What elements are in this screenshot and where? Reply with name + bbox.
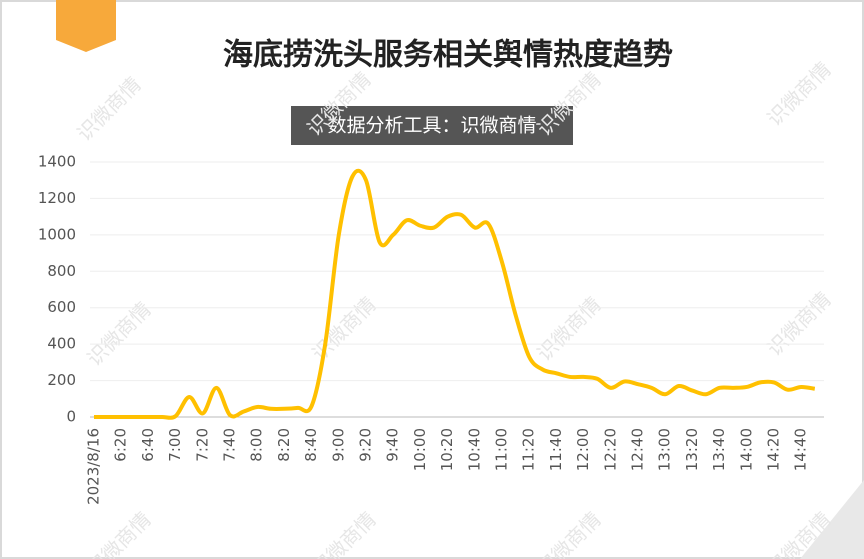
y-tick-label: 1200: [38, 189, 76, 207]
x-tick-label: 7:40: [221, 428, 239, 462]
x-tick-label: 10:40: [465, 428, 483, 471]
corner-tag: [56, 0, 116, 52]
y-tick-label: 1000: [38, 225, 76, 243]
x-tick-label: 14:00: [737, 428, 755, 471]
x-tick-label: 8:40: [302, 428, 320, 462]
y-tick-label: 0: [66, 408, 76, 426]
page-fold: [800, 480, 864, 559]
x-tick-label: 12:20: [601, 428, 619, 471]
x-tick-label: 12:40: [629, 428, 647, 471]
x-tick-label: 2023/8/16: [85, 428, 103, 505]
y-tick-label: 800: [47, 262, 76, 280]
x-tick-label: 8:20: [275, 428, 293, 462]
chart-title: 海底捞洗头服务相关舆情热度趋势: [223, 38, 673, 73]
x-tick-label: 13:00: [656, 428, 674, 471]
x-tick-label: 7:20: [193, 428, 211, 462]
x-tick-label: 12:00: [574, 428, 592, 471]
x-tick-label: 14:20: [765, 428, 783, 471]
y-tick-label: 1400: [38, 153, 76, 171]
x-tick-label: 11:40: [547, 428, 565, 471]
x-tick-label: 6:40: [139, 428, 157, 462]
x-tick-label: 13:20: [683, 428, 701, 471]
x-tick-label: 7:00: [166, 428, 184, 462]
x-tick-label: 9:20: [357, 428, 375, 462]
y-tick-label: 200: [47, 371, 76, 389]
subtitle: 数据分析工具：识微商情: [327, 115, 536, 137]
x-tick-label: 11:20: [520, 428, 538, 471]
line: [93, 168, 816, 420]
x-tick-label: 9:00: [329, 428, 347, 462]
x-tick-label: 11:00: [493, 428, 511, 471]
x-tick-label: 6:20: [112, 428, 130, 462]
x-tick-label: 13:40: [710, 428, 728, 471]
subtitle-box: [291, 106, 573, 145]
y-tick-label: 600: [47, 298, 76, 316]
x-tick-label: 9:40: [384, 428, 402, 462]
y-tick-label: 400: [47, 335, 76, 353]
x-tick-label: 10:00: [411, 428, 429, 471]
x-tick-label: 10:20: [438, 428, 456, 471]
x-tick-label: 14:40: [792, 428, 810, 471]
x-tick-label: 8:00: [248, 428, 266, 462]
